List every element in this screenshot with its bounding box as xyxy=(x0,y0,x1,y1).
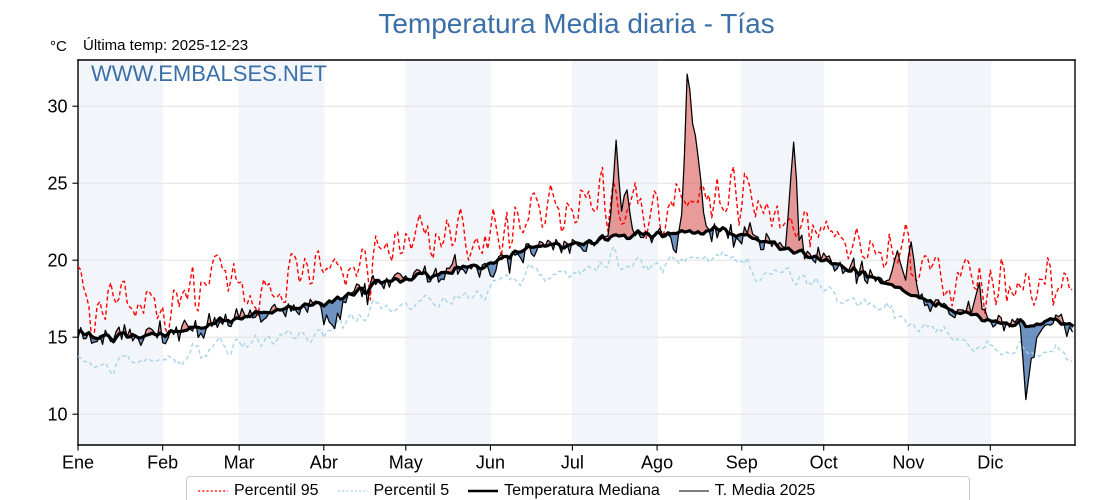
svg-text:10: 10 xyxy=(48,405,68,425)
svg-text:Sep: Sep xyxy=(726,453,758,473)
svg-text:25: 25 xyxy=(48,174,68,194)
svg-text:20: 20 xyxy=(48,251,68,271)
svg-text:Ago: Ago xyxy=(641,453,673,473)
svg-text:Feb: Feb xyxy=(147,453,178,473)
svg-text:May: May xyxy=(389,453,423,473)
svg-text:Ene: Ene xyxy=(62,453,94,473)
svg-text:Nov: Nov xyxy=(892,453,924,473)
svg-text:Mar: Mar xyxy=(224,453,255,473)
svg-text:Oct: Oct xyxy=(810,453,838,473)
svg-text:Jul: Jul xyxy=(561,453,584,473)
svg-text:Jun: Jun xyxy=(476,453,505,473)
svg-text:Abr: Abr xyxy=(310,453,338,473)
svg-text:30: 30 xyxy=(48,97,68,117)
svg-text:15: 15 xyxy=(48,328,68,348)
svg-text:Dic: Dic xyxy=(977,453,1003,473)
